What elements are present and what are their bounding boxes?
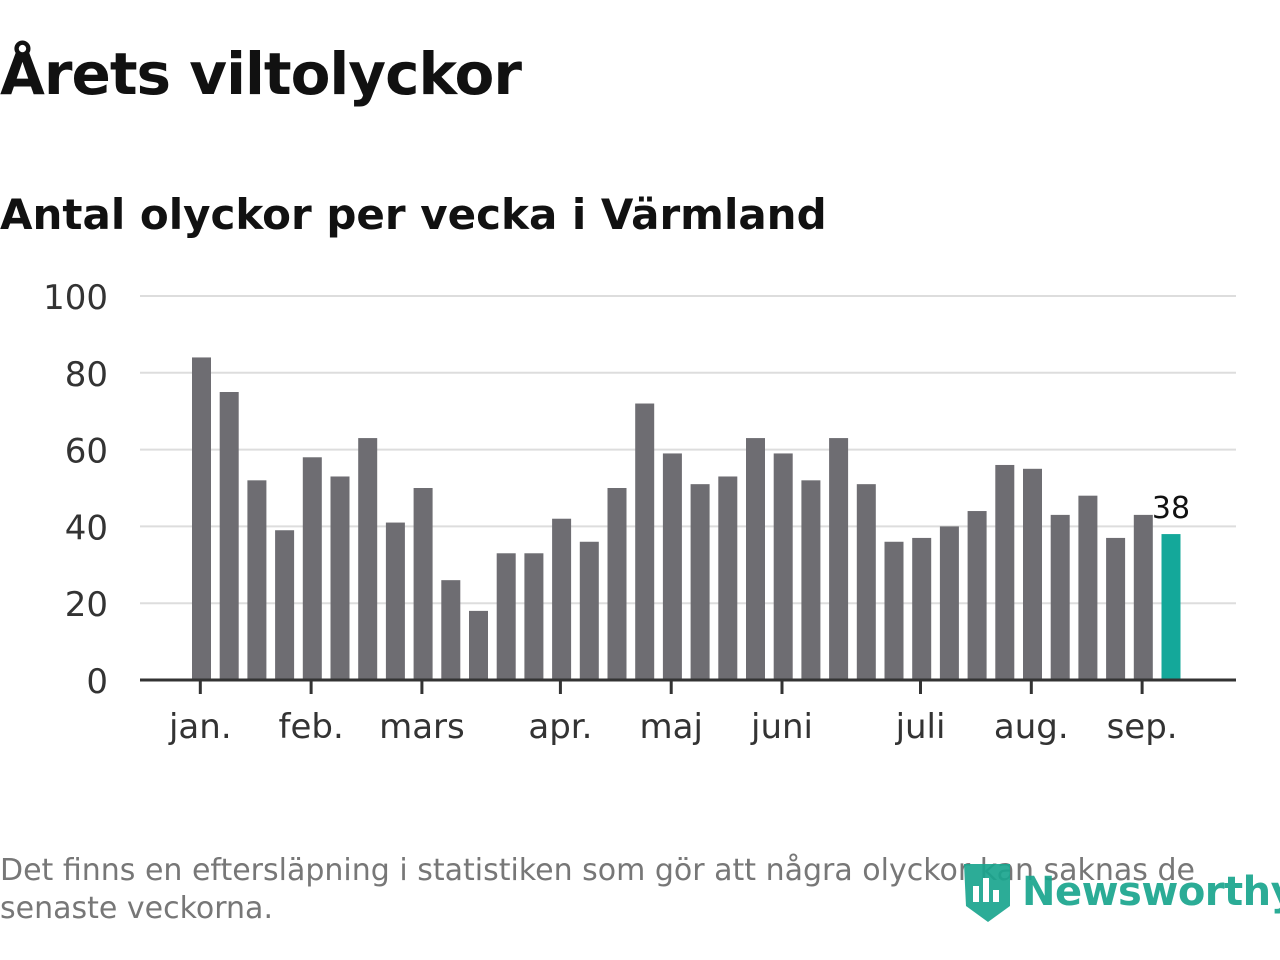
bar-chart: 0 20 40 60 80 100 jan. feb. mars apr. maj juni juli… (43, 278, 1236, 747)
bar (524, 553, 544, 680)
bar (496, 553, 516, 680)
bar (967, 511, 987, 680)
bar (441, 580, 461, 680)
y-tick-label: 20 (65, 585, 108, 625)
y-tick-label: 60 (65, 432, 108, 472)
bar (856, 484, 876, 680)
x-tick-label: aug. (994, 707, 1069, 747)
newsworthy-logo-icon (964, 864, 1010, 922)
bar (912, 537, 932, 680)
bar (413, 488, 433, 680)
x-tick-label: maj (640, 707, 703, 747)
bar (884, 541, 904, 680)
x-tick-label: juli (895, 707, 946, 747)
bar (1023, 468, 1042, 680)
y-tick-label: 80 (65, 355, 108, 395)
brand-logo[interactable]: Newsworthy (962, 860, 1280, 924)
bar (219, 392, 239, 680)
bar (302, 457, 322, 680)
bar (192, 357, 211, 680)
x-tick-label: feb. (278, 707, 343, 747)
bar (746, 438, 765, 680)
bar (469, 610, 488, 680)
bar (1133, 514, 1153, 680)
x-tick-label: jan. (168, 707, 232, 747)
bar (995, 464, 1015, 680)
bar (829, 438, 849, 680)
bar (662, 453, 682, 680)
bar (385, 522, 405, 680)
bar (635, 403, 655, 680)
brand-name: Newsworthy (1022, 869, 1280, 915)
bar (552, 518, 572, 680)
bar (275, 530, 295, 680)
bar (773, 453, 793, 680)
y-axis-ticks: 0 20 40 60 80 100 (43, 278, 108, 702)
bar (690, 484, 710, 680)
x-axis-ticks: jan. feb. mars apr. maj juni juli aug. sep. (168, 680, 1178, 747)
highlight-value-label: 38 (1152, 491, 1190, 526)
bar (801, 480, 821, 680)
bar (1050, 514, 1070, 680)
x-tick-label: mars (379, 707, 465, 747)
bar (1078, 495, 1098, 680)
x-tick-label: sep. (1107, 707, 1178, 747)
y-tick-label: 100 (43, 278, 108, 318)
bars (192, 357, 1181, 680)
bar-highlight (1161, 534, 1181, 680)
chart-title: Årets viltolyckor (0, 40, 522, 108)
bar (579, 541, 599, 680)
bar (1106, 537, 1126, 680)
bar (330, 476, 350, 680)
bar (718, 476, 738, 680)
bar (358, 438, 378, 680)
x-tick-label: juni (750, 707, 813, 747)
y-tick-label: 40 (65, 508, 108, 548)
y-tick-label: 0 (86, 662, 108, 702)
bar (247, 480, 267, 680)
bar (607, 488, 627, 680)
bar (939, 526, 959, 680)
chart-subtitle: Antal olyckor per vecka i Värmland (0, 190, 827, 239)
x-tick-label: apr. (528, 707, 592, 747)
